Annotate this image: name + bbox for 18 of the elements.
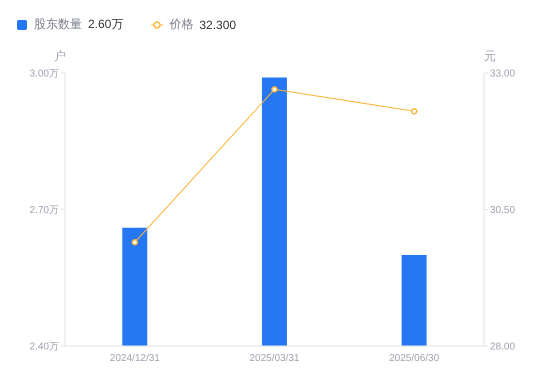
y2-tick-label: 33.00 (490, 68, 516, 80)
point (271, 86, 278, 93)
x-tick-label: 2024/12/31 (110, 353, 160, 364)
text: 2.60万 (88, 16, 124, 33)
x-tick-label: 2025/03/31 (249, 353, 300, 364)
legend-label: 股东数量 (34, 16, 82, 33)
y-tick-label: 2.40万 (30, 342, 59, 353)
x-tick-label: 2025/06/30 (389, 353, 440, 364)
y-axis-title: 户 (54, 48, 66, 65)
y2-tick-label: 28.00 (490, 342, 516, 353)
y2-tick-label: 30.50 (490, 205, 516, 216)
y-tick-label: 3.00万 (30, 68, 59, 80)
y2-axis-title: 元 (484, 48, 496, 65)
point (410, 108, 418, 114)
text: 32.300 (199, 18, 236, 32)
point (132, 239, 138, 246)
y-tick-label: 2.70万 (30, 205, 59, 216)
legend-label: 价格 (169, 16, 194, 33)
